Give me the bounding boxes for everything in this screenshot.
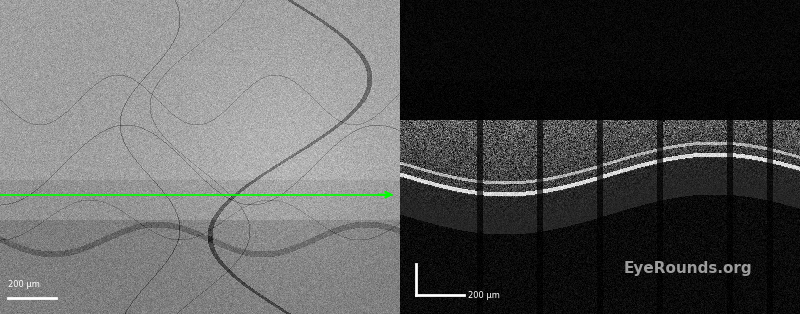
Text: 200 μm: 200 μm: [468, 291, 500, 300]
Text: EyeRounds.org: EyeRounds.org: [624, 261, 752, 276]
Text: 200 μm: 200 μm: [8, 280, 40, 289]
